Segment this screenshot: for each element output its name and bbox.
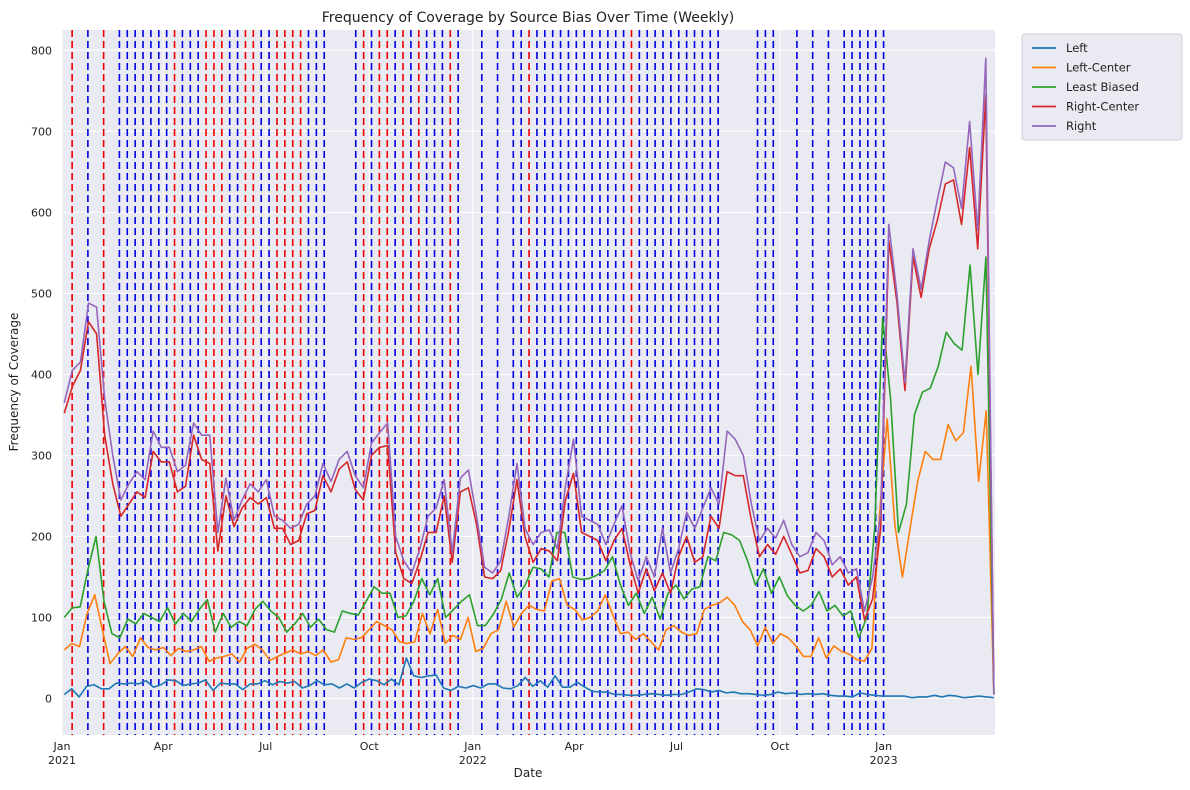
x-tick-label: Jul [258, 740, 272, 753]
x-tick-label: Jan [874, 740, 892, 753]
x-tick-year-label: 2021 [48, 754, 76, 767]
x-tick-label: Oct [771, 740, 791, 753]
series-line-right [63, 57, 995, 695]
legend-label: Left-Center [1066, 61, 1131, 75]
legend-label: Least Biased [1066, 80, 1139, 94]
y-tick-label: 300 [31, 449, 52, 462]
y-tick-label: 800 [31, 44, 52, 57]
x-axis-label: Date [514, 766, 543, 780]
series-lines [63, 57, 995, 699]
x-tick-label: Apr [565, 740, 585, 753]
legend-box [1021, 33, 1183, 141]
x-tick-label: Apr [154, 740, 174, 753]
y-tick-label: 100 [31, 612, 52, 625]
legend: Left Left-Center Least Biased Right-Center R… [1021, 33, 1183, 141]
x-tick-label: Jan [53, 740, 71, 753]
y-tick-label: 0 [45, 693, 52, 706]
event-lines [71, 30, 885, 735]
x-tick-year-label: 2023 [870, 754, 898, 767]
series-line-left-center [63, 365, 995, 695]
series-line-least-biased [63, 256, 995, 695]
series-line-left [63, 657, 994, 699]
x-tick-label: Jul [669, 740, 683, 753]
y-tick-label: 200 [31, 530, 52, 543]
y-tick-label: 400 [31, 368, 52, 381]
legend-label: Right-Center [1066, 100, 1139, 114]
y-tick-label: 600 [31, 206, 52, 219]
x-tick-label: Oct [360, 740, 380, 753]
series-line-right-center [63, 94, 995, 695]
y-tick-label: 500 [31, 287, 52, 300]
x-tick-year-label: 2022 [459, 754, 487, 767]
x-tick-label: Jan [463, 740, 481, 753]
y-axis-label: Frequency of Coverage [7, 313, 21, 452]
y-tick-label: 700 [31, 125, 52, 138]
legend-label: Left [1066, 41, 1088, 55]
y-axis-ticks: 0 100 200 300 400 500 600 700 800 [31, 44, 52, 705]
legend-label: Right [1066, 119, 1097, 133]
chart-title: Frequency of Coverage by Source Bias Ove… [322, 10, 735, 26]
